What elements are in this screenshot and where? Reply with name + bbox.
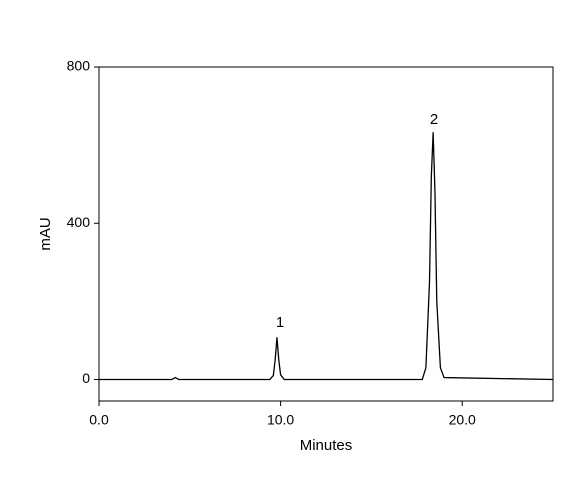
peak-label: 2: [430, 111, 438, 128]
y-tick-label: 400: [67, 214, 91, 230]
plot-frame: [98, 66, 554, 402]
y-tick-label: 800: [67, 58, 91, 74]
peak-label: 1: [276, 314, 284, 331]
trace-line: [99, 131, 554, 381]
y-tick-label: 0: [82, 370, 90, 386]
x-tick-label: 0.0: [89, 412, 109, 428]
x-tick-label: 20.0: [449, 412, 476, 428]
y-axis-label: mAU: [37, 217, 54, 250]
x-axis-label: Minutes: [300, 437, 353, 454]
x-tick-label: 10.0: [267, 412, 294, 428]
